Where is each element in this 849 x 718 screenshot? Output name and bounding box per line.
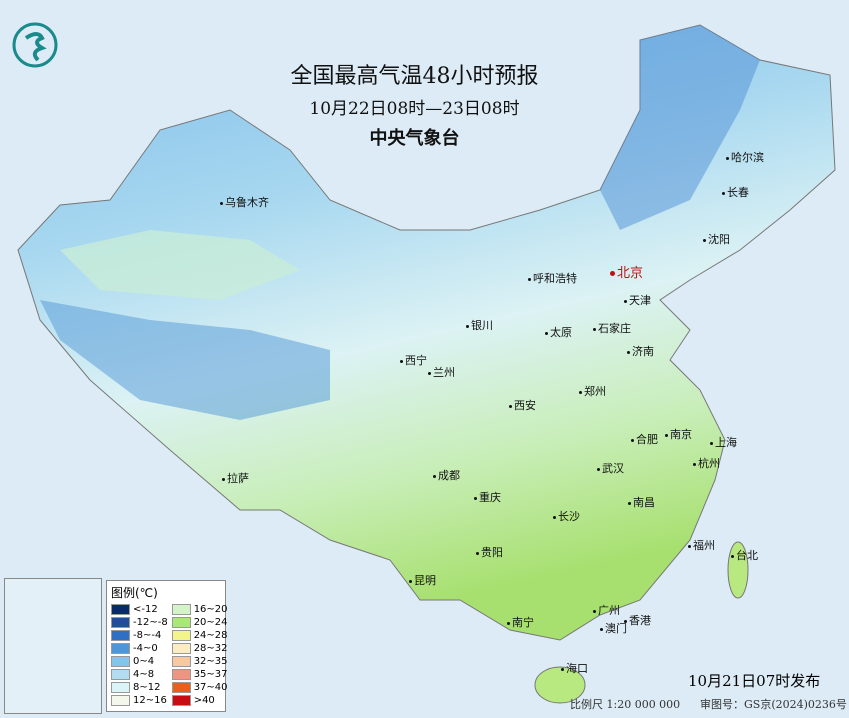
city-label: 成都	[433, 467, 460, 483]
tibet-cold-zone	[40, 300, 330, 420]
legend-item: 28~32	[171, 643, 228, 654]
legend-swatch	[171, 643, 191, 654]
city-label: 太原	[545, 324, 572, 340]
review-number: 审图号：GS京(2024)0236号	[700, 698, 847, 711]
city-label: 武汉	[597, 460, 624, 476]
legend-item: -4~0	[111, 643, 168, 654]
city-label: 西安	[509, 397, 536, 413]
city-label: 南昌	[628, 494, 655, 510]
legend-label: 37~40	[193, 682, 228, 693]
city-label: 兰州	[428, 364, 455, 380]
legend-swatch	[111, 604, 130, 615]
legend-item: -8~-4	[111, 630, 168, 641]
legend-swatch	[171, 695, 191, 706]
legend-swatch	[111, 643, 130, 654]
city-label: 拉萨	[222, 470, 249, 486]
legend-item: 4~8	[111, 669, 168, 680]
city-label: 台北	[731, 547, 758, 563]
legend-item: >40	[171, 695, 228, 706]
city-label: 郑州	[579, 383, 606, 399]
city-label: 银川	[466, 317, 493, 333]
legend-label: 16~20	[193, 604, 228, 615]
hainan-island	[534, 666, 586, 704]
city-label: 南京	[665, 426, 692, 442]
forecast-period: 10月22日08时—23日08时	[309, 99, 520, 119]
city-label: 北京	[610, 262, 643, 281]
south-china-sea-inset	[4, 578, 102, 714]
legend-label: 20~24	[193, 617, 228, 628]
legend-swatch	[111, 656, 130, 667]
legend-swatch	[171, 630, 191, 641]
city-label: 南宁	[507, 614, 534, 630]
legend-swatch	[171, 656, 191, 667]
legend-label: 28~32	[193, 643, 228, 654]
city-label: 福州	[688, 537, 715, 553]
legend-item: 20~24	[171, 617, 228, 628]
legend-swatch	[171, 617, 191, 628]
city-label: 香港	[624, 612, 651, 628]
legend-swatch	[111, 617, 130, 628]
legend-swatch	[111, 669, 130, 680]
city-label: 杭州	[693, 455, 720, 471]
city-label: 澳门	[600, 620, 627, 636]
issued-time: 10月21日07时发布	[688, 672, 821, 690]
city-label: 呼和浩特	[528, 270, 577, 286]
legend-swatch	[171, 604, 191, 615]
legend-swatch	[171, 669, 191, 680]
map-scale: 比例尺 1:20 000 000	[570, 698, 681, 711]
legend-label: 24~28	[193, 630, 228, 641]
legend-title: 图例(℃)	[111, 586, 158, 600]
legend-item: 16~20	[171, 604, 228, 615]
issuer: 中央气象台	[369, 128, 460, 149]
legend-swatch	[111, 682, 130, 693]
city-label: 济南	[627, 343, 654, 359]
city-label: 昆明	[409, 572, 436, 588]
legend-label: 0~4	[133, 656, 155, 667]
legend-item: -12~-8	[111, 617, 168, 628]
city-label: 重庆	[474, 489, 501, 505]
city-label: 石家庄	[593, 320, 631, 336]
legend-item: 8~12	[111, 682, 168, 693]
legend-label: >40	[193, 695, 215, 706]
city-label: 沈阳	[703, 231, 730, 247]
legend-item: 35~37	[171, 669, 228, 680]
legend: 图例(℃) <-12 16~20 -12~-8 20~24 -8~-4 24~28 -4~0…	[106, 580, 228, 712]
legend-label: 12~16	[133, 695, 167, 706]
city-label: 乌鲁木齐	[220, 194, 269, 210]
tarim-basin	[60, 230, 300, 300]
city-label: 海口	[561, 660, 588, 676]
legend-item: <-12	[111, 604, 168, 615]
northeast-cold-zone	[600, 25, 760, 230]
legend-label: 8~12	[133, 682, 161, 693]
legend-swatch	[171, 682, 191, 693]
city-label: 上海	[710, 434, 737, 450]
city-label: 天津	[624, 292, 651, 308]
cma-logo-icon	[12, 22, 58, 68]
city-label: 长春	[722, 184, 749, 200]
legend-label: <-12	[133, 604, 158, 615]
city-label: 长沙	[553, 508, 580, 524]
legend-label: -8~-4	[133, 630, 162, 641]
legend-swatch	[111, 695, 130, 706]
legend-item: 32~35	[171, 656, 228, 667]
legend-label: -4~0	[133, 643, 158, 654]
legend-label: 35~37	[193, 669, 228, 680]
map-title: 全国最高气温48小时预报	[290, 64, 539, 89]
legend-label: 32~35	[193, 656, 228, 667]
city-label: 西宁	[400, 352, 427, 368]
legend-item: 37~40	[171, 682, 228, 693]
city-label: 合肥	[631, 431, 658, 447]
legend-item: 0~4	[111, 656, 168, 667]
city-label: 广州	[593, 602, 620, 618]
legend-item: 24~28	[171, 630, 228, 641]
legend-item: 12~16	[111, 695, 168, 706]
city-label: 哈尔滨	[726, 149, 764, 165]
legend-label: 4~8	[133, 669, 155, 680]
legend-label: -12~-8	[133, 617, 168, 628]
city-label: 贵阳	[476, 544, 503, 560]
legend-swatch	[111, 630, 130, 641]
